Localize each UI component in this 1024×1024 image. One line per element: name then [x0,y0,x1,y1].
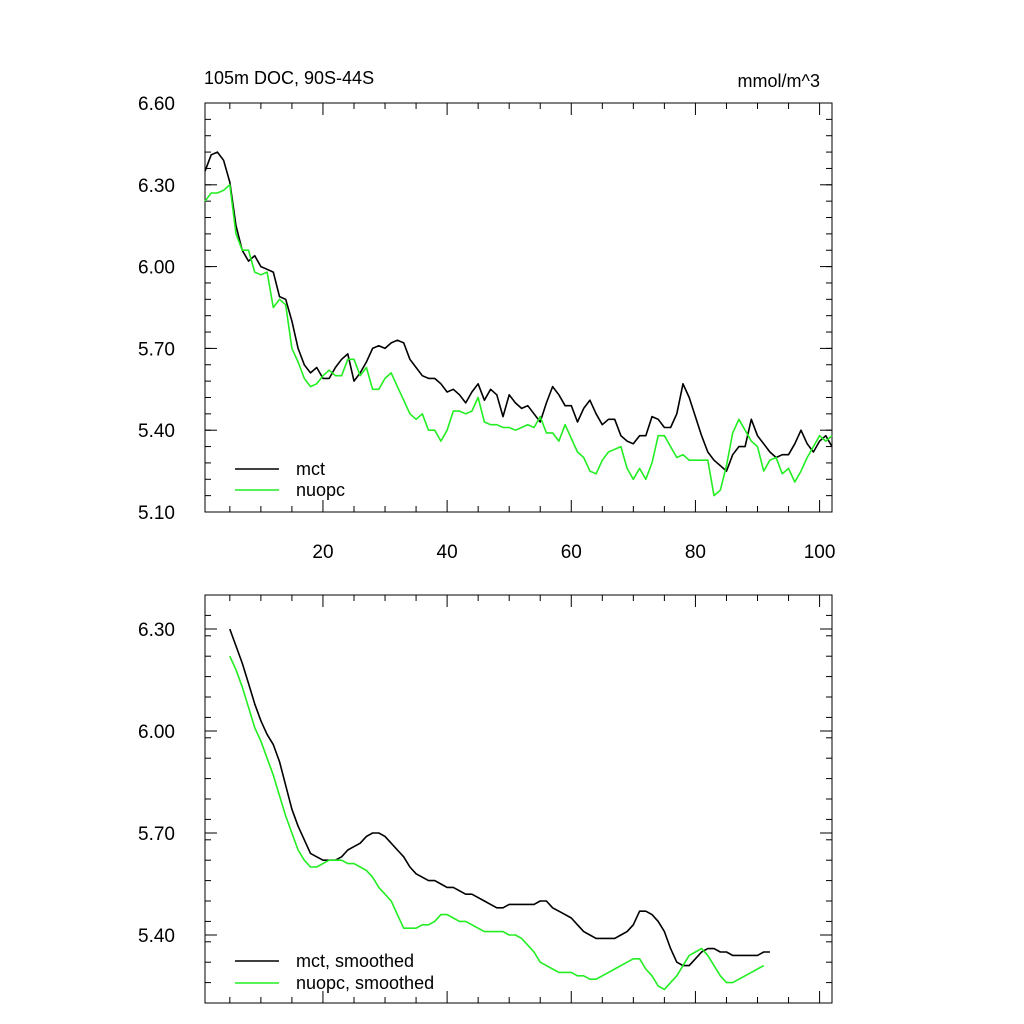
top-panel: 5.10 5.40 5.70 6.00 6.30 6.60 20 40 60 80 100 mctnu… [138,94,835,563]
legend-label: mct, smoothed [296,951,414,971]
chart-units: mmol/m^3 [738,71,820,91]
y-tick-label: 5.70 [138,339,175,360]
x-tick-label: 20 [312,542,333,563]
plot-frame [204,594,833,1004]
y-tick-label: 6.60 [138,94,175,115]
legend-label: nuopc [296,480,345,500]
x-tick-label: 100 [804,542,836,563]
y-tick-label: 6.00 [138,722,175,743]
x-tick-label: 40 [437,542,458,563]
y-tick-label: 5.70 [138,824,175,845]
series-line-nuopc [204,184,833,497]
y-tick-label: 6.30 [138,176,175,197]
x-tick-label: 80 [685,542,706,563]
y-tick-label: 5.10 [138,503,175,524]
chart-title: 105m DOC, 90S-44S [204,68,374,88]
x-tick-label: 60 [561,542,582,563]
y-tick-label: 5.40 [138,926,175,947]
series-line-nuopc-smoothed [229,655,765,991]
legend-label: mct [296,459,325,479]
y-tick-label: 6.30 [138,620,175,641]
y-tick-label: 5.40 [138,421,175,442]
legend-label: nuopc, smoothed [296,973,434,993]
plot-frame [204,102,833,513]
series-line-mct-smoothed [229,628,770,967]
y-tick-label: 6.00 [138,258,175,279]
series-line-mct [204,151,833,472]
